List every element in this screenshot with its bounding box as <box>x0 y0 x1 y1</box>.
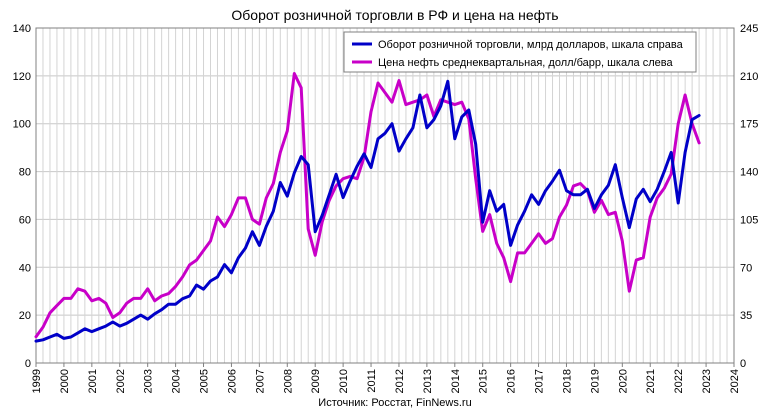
x-tick-label: 2009 <box>310 369 322 393</box>
x-tick-label: 2003 <box>143 369 155 393</box>
left-tick-label: 60 <box>19 214 31 226</box>
x-tick-label: 2019 <box>589 369 601 393</box>
right-tick-label: 175 <box>740 119 758 131</box>
x-tick-label: 1999 <box>31 369 43 393</box>
legend-label-oil: Цена нефть среднеквартальная, долл/барр,… <box>378 57 673 69</box>
x-tick-label: 2016 <box>506 369 518 393</box>
x-tick-label: 2006 <box>226 369 238 393</box>
right-tick-label: 140 <box>740 167 758 179</box>
x-tick-label: 2015 <box>478 369 490 393</box>
left-axis-ticks: 0 20 40 60 80 100 120 140 <box>13 23 31 370</box>
right-tick-label: 245 <box>740 23 758 35</box>
x-tick-label: 2007 <box>254 369 266 393</box>
x-tick-label: 2010 <box>338 369 350 393</box>
x-tick-label: 2011 <box>366 369 378 393</box>
plot-area <box>35 27 735 364</box>
x-tick-label: 2024 <box>729 369 741 393</box>
x-tick-label: 2008 <box>282 369 294 393</box>
right-axis-ticks: 0 35 70 105 140 175 210 245 <box>740 23 758 370</box>
x-tick-label: 2018 <box>561 369 573 393</box>
x-tick-label: 2020 <box>617 369 629 393</box>
x-tick-label: 2002 <box>115 369 127 393</box>
x-tick-label: 2023 <box>701 369 713 393</box>
series-line-oil <box>34 72 701 339</box>
right-tick-label: 70 <box>740 262 752 274</box>
x-tick-label: 2017 <box>534 369 546 393</box>
x-tick-label: 2022 <box>673 369 685 393</box>
source-caption: Источник: Росстат, FinNews.ru <box>318 397 471 409</box>
series-line-retail <box>34 79 701 343</box>
right-tick-label: 0 <box>740 358 746 370</box>
legend-box <box>343 31 697 73</box>
x-axis-ticks: 1999 2000 2001 2002 2003 2004 2005 2006 2007 2008… <box>31 363 741 393</box>
left-tick-label: 20 <box>19 310 31 322</box>
left-tick-label: 0 <box>25 358 31 370</box>
x-tick-label: 2013 <box>422 369 434 393</box>
right-tick-label: 35 <box>740 310 752 322</box>
legend: Оборот розничной торговли, млрд долларов… <box>343 31 697 73</box>
left-tick-label: 120 <box>13 71 31 83</box>
x-tick-label: 2005 <box>199 369 211 393</box>
x-tick-label: 2001 <box>87 369 99 393</box>
x-tick-label: 2021 <box>645 369 657 393</box>
x-tick-label: 2014 <box>450 369 462 393</box>
left-tick-label: 140 <box>13 23 31 35</box>
chart-title: Оборот розничной торговли в РФ и цена на… <box>231 7 558 23</box>
left-tick-label: 100 <box>13 119 31 131</box>
x-tick-label: 2004 <box>171 369 183 393</box>
left-tick-label: 80 <box>19 167 31 179</box>
x-tick-label: 2000 <box>59 369 71 393</box>
right-tick-label: 105 <box>740 214 758 226</box>
legend-label-retail: Оборот розничной торговли, млрд долларов… <box>378 39 684 51</box>
x-tick-label: 2012 <box>394 369 406 393</box>
series-layer <box>34 72 701 343</box>
right-tick-label: 210 <box>740 71 758 83</box>
left-tick-label: 40 <box>19 262 31 274</box>
grid <box>35 27 735 364</box>
